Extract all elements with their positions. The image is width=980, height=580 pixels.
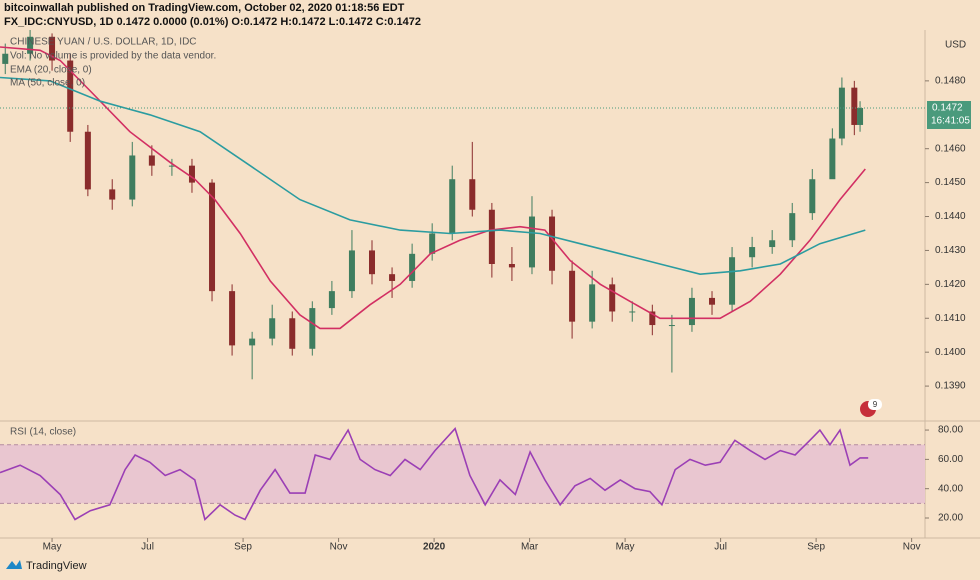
candle-body: [569, 270, 576, 322]
y-tick-label: 80.00: [938, 425, 963, 436]
line-series: [0, 76, 866, 276]
candle-body: [589, 284, 596, 322]
candle-body: [609, 284, 616, 312]
legend-title: CHINESE YUAN / U.S. DOLLAR, 1D, IDC: [10, 37, 197, 48]
x-tick-label: Mar: [521, 542, 539, 553]
candle-body: [789, 213, 796, 241]
candle-body: [229, 291, 236, 346]
candle-body: [309, 308, 316, 349]
x-tick-label: May: [616, 542, 635, 553]
candle-body: [49, 36, 56, 61]
y-tick-label: 0.1430: [935, 245, 966, 256]
candle-body: [749, 247, 756, 258]
candle-body: [688, 297, 695, 326]
candle-body: [488, 209, 495, 264]
candle-body: [209, 182, 216, 292]
y-tick-label: 40.00: [938, 483, 963, 494]
y-tick-label: 60.00: [938, 454, 963, 465]
x-tick-label: Jul: [714, 542, 727, 553]
last-price-label: 0.1472: [932, 103, 963, 114]
candle-body: [851, 87, 858, 125]
author-line: bitcoinwallah published on TradingView.c…: [4, 2, 405, 14]
y-tick-label: 0.1400: [935, 347, 966, 358]
candle-body: [389, 274, 396, 281]
candle-body: [709, 297, 716, 305]
y-tick-label: 0.1440: [935, 211, 966, 222]
candle-body: [668, 325, 675, 327]
candle-body: [508, 264, 515, 268]
candle-body: [629, 311, 636, 313]
x-tick-label: Nov: [330, 542, 348, 553]
candle-body: [168, 165, 175, 167]
y-tick-label: 0.1460: [935, 143, 966, 154]
brand-logo: [6, 560, 22, 569]
candle-body: [528, 216, 535, 268]
x-tick-label: Jul: [141, 542, 154, 553]
y-tick-label: 0.1450: [935, 177, 966, 188]
legend-entry: MA (50, close, 0): [10, 78, 85, 89]
unit-label: USD: [945, 40, 966, 51]
candle-body: [549, 216, 556, 271]
candle-body: [27, 36, 34, 54]
candle-body: [328, 291, 335, 309]
countdown-label: 16:41:05: [931, 116, 970, 127]
candle-body: [148, 155, 155, 166]
legend-entry: EMA (20, close, 0): [10, 65, 92, 76]
line-series: [0, 46, 866, 330]
candle-body: [2, 53, 9, 64]
candle-body: [67, 60, 74, 132]
candle-body: [838, 87, 845, 139]
x-tick-label: Sep: [234, 542, 252, 553]
candle-body: [729, 257, 736, 305]
symbol-line: FX_IDC:CNYUSD, 1D 0.1472 0.0000 (0.01%) …: [4, 16, 421, 28]
line-series: [0, 427, 869, 522]
last-price-box: [927, 101, 971, 129]
candle-body: [857, 108, 864, 125]
candle-body: [769, 240, 776, 248]
x-tick-label: May: [43, 542, 62, 553]
event-badge-bg: [868, 399, 882, 410]
legend-volume: Vol: No volume is provided by the data v…: [10, 51, 216, 62]
candle-body: [809, 179, 816, 214]
y-tick-label: 0.1480: [935, 76, 966, 87]
x-tick-label: Sep: [807, 542, 825, 553]
candle-body: [109, 189, 116, 200]
candle-body: [829, 138, 836, 180]
y-tick-label: 0.1410: [935, 313, 966, 324]
candle-body: [429, 233, 436, 254]
candle-body: [369, 250, 376, 275]
candle-body: [129, 155, 136, 200]
y-tick-label: 0.1420: [935, 279, 966, 290]
x-tick-label: Nov: [903, 542, 921, 553]
legend-title: RSI (14, close): [10, 427, 76, 438]
y-tick-label: 0.1390: [935, 381, 966, 392]
x-tick-label: 2020: [423, 542, 446, 553]
event-badge: 9: [873, 400, 878, 409]
brand: TradingView: [26, 560, 87, 572]
candle-body: [188, 165, 195, 183]
candle-body: [348, 250, 355, 292]
candle-body: [649, 311, 656, 326]
candle-body: [409, 253, 416, 281]
y-tick-label: 20.00: [938, 513, 963, 524]
candle-body: [84, 131, 91, 190]
candle-body: [469, 179, 476, 210]
candle-body: [269, 318, 276, 339]
candle-body: [289, 318, 296, 349]
candle-body: [449, 179, 456, 234]
candle-body: [249, 338, 256, 346]
